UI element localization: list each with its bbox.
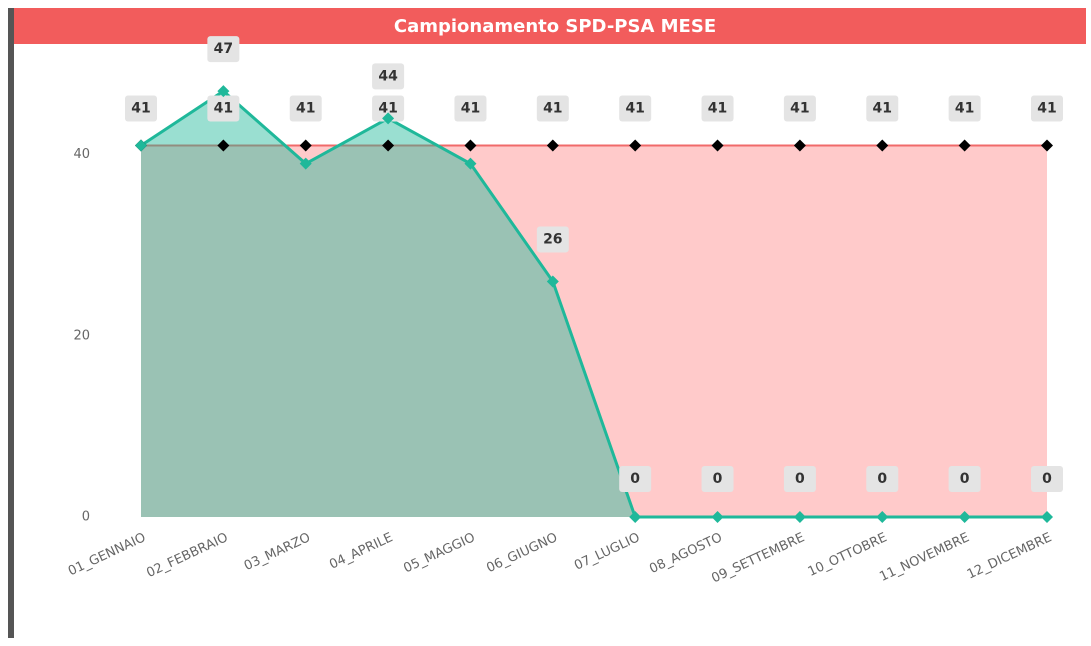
y-tick-label: 40	[73, 147, 90, 162]
marker	[958, 139, 971, 152]
data-label-bg	[948, 466, 981, 492]
data-label-bg	[701, 466, 734, 492]
marker	[1041, 511, 1053, 523]
data-label-bg	[701, 95, 734, 122]
marker	[546, 139, 559, 152]
data-label: 41	[708, 101, 727, 117]
data-label: 41	[790, 101, 809, 117]
marker	[711, 139, 724, 152]
line	[140, 89, 1047, 519]
data-label-bg	[372, 63, 405, 90]
x-tick-label: 04_APRILE	[327, 530, 395, 572]
data-label: 44	[378, 68, 398, 84]
x-tick-label: 11_NOVEMBRE	[877, 530, 971, 585]
marker	[464, 139, 477, 152]
data-label: 41	[214, 101, 233, 117]
marker	[382, 112, 395, 125]
data-label-bg	[207, 36, 240, 63]
data-label-bg	[207, 95, 240, 122]
data-label: 0	[877, 471, 887, 487]
data-label: 0	[630, 471, 640, 487]
marker	[546, 275, 559, 288]
data-label: 0	[1042, 471, 1052, 487]
data-label: 26	[543, 231, 562, 247]
data-label: 41	[955, 101, 974, 117]
marker	[217, 139, 230, 152]
data-label-bg	[619, 466, 652, 492]
marker	[1041, 139, 1053, 152]
data-label: 41	[543, 101, 562, 117]
marker	[629, 139, 642, 152]
data-label-bg	[536, 95, 569, 122]
y-tick-label: 20	[73, 328, 90, 343]
data-label: 0	[795, 471, 805, 487]
data-label: 41	[131, 101, 150, 117]
marker	[299, 157, 312, 170]
x-tick-label: 02_FEBBRAIO	[144, 530, 230, 581]
x-tick-label: 12_DICEMBRE	[965, 530, 1054, 582]
data-label-bg	[454, 95, 487, 122]
marker	[793, 139, 806, 152]
data-label-bg	[536, 226, 569, 253]
y-tick-label: 0	[82, 510, 90, 525]
x-tick-label: 05_MAGGIO	[401, 530, 477, 576]
data-label-bg	[783, 466, 816, 492]
area	[141, 145, 1047, 518]
x-tick-label: 07_LUGLIO	[572, 530, 642, 573]
left-edge	[8, 8, 14, 638]
marker	[135, 139, 147, 152]
data-label: 41	[461, 101, 480, 117]
marker	[793, 511, 806, 523]
data-label-bg	[289, 95, 322, 122]
x-tick-label: 03_MARZO	[242, 530, 313, 574]
data-label: 0	[960, 471, 970, 487]
data-label-bg	[783, 95, 816, 122]
data-label: 41	[296, 101, 315, 117]
data-label: 41	[873, 101, 892, 117]
data-label: 41	[1037, 101, 1056, 117]
data-label: 47	[214, 41, 233, 57]
x-tick-label: 09_SETTEMBRE	[709, 530, 807, 586]
marker	[958, 511, 971, 523]
data-label-bg	[619, 95, 652, 122]
data-label-bg	[948, 95, 981, 122]
marker	[876, 511, 889, 523]
data-label: 0	[713, 471, 723, 487]
chart-title: Campionamento SPD-PSA MESE	[394, 16, 716, 37]
data-label-bg	[372, 95, 405, 122]
x-tick-label: 01_GENNAIO	[66, 530, 148, 579]
data-label-bg	[125, 95, 157, 122]
marker	[217, 85, 230, 98]
marker	[876, 139, 889, 152]
marker	[711, 511, 724, 523]
area	[141, 91, 1047, 518]
data-label: 41	[625, 101, 644, 117]
data-label-bg	[866, 466, 899, 492]
data-label-bg	[1031, 466, 1063, 492]
data-label: 41	[378, 101, 397, 117]
marker	[629, 511, 642, 523]
x-tick-label: 08_AGOSTO	[647, 530, 724, 577]
x-tick-label: 06_GIUGNO	[484, 530, 560, 576]
marker	[464, 157, 477, 170]
title-bar	[14, 8, 1086, 44]
marker	[382, 139, 395, 152]
data-label-bg	[1031, 95, 1063, 122]
data-label-bg	[866, 95, 899, 122]
marker	[299, 139, 312, 152]
